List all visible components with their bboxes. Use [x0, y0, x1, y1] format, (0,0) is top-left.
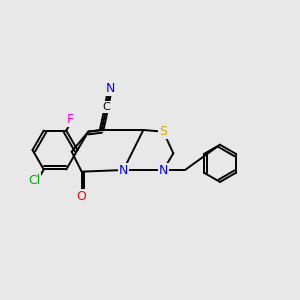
Text: O: O [77, 190, 87, 203]
Text: C: C [103, 102, 110, 112]
Text: N: N [118, 164, 128, 176]
Text: N: N [105, 82, 115, 95]
Text: N: N [159, 164, 168, 176]
Text: F: F [67, 113, 74, 126]
Text: S: S [159, 125, 167, 138]
Text: Cl: Cl [28, 174, 40, 187]
